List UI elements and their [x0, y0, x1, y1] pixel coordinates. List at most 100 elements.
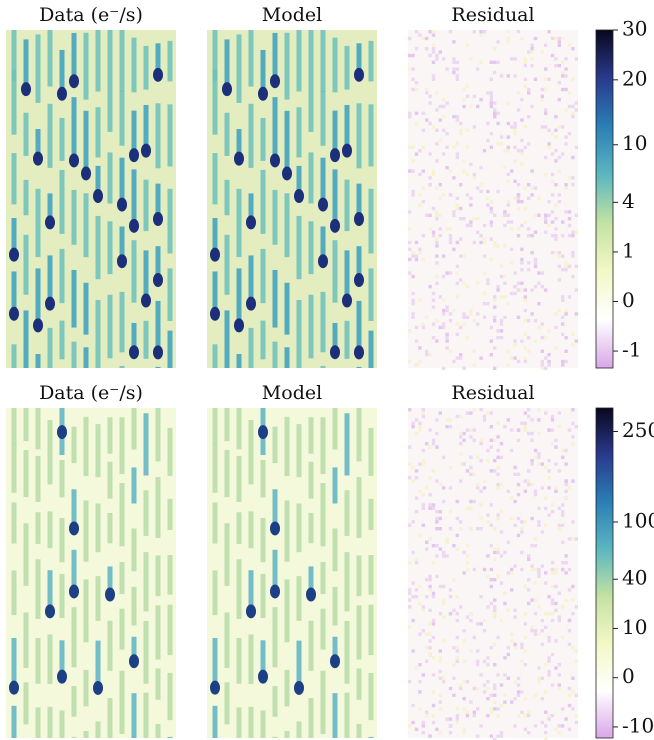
- streak: [47, 103, 53, 168]
- noise-pixel: [557, 169, 561, 173]
- noise-pixel: [482, 629, 487, 633]
- noise-pixel: [489, 601, 493, 606]
- streak: [356, 366, 362, 368]
- noise-pixel: [438, 482, 442, 487]
- noise-pixel: [465, 544, 470, 548]
- noise-pixel: [493, 547, 497, 551]
- noise-pixel: [557, 673, 561, 677]
- star-core: [129, 345, 139, 360]
- noise-pixel: [465, 84, 470, 88]
- noise-pixel: [408, 605, 412, 609]
- noise-pixel: [425, 118, 429, 122]
- noise-pixel: [455, 240, 459, 245]
- noise-pixel: [520, 247, 524, 251]
- noise-pixel: [510, 571, 514, 575]
- noise-pixel: [411, 302, 415, 306]
- noise-pixel: [561, 635, 565, 640]
- noise-pixel: [482, 683, 487, 687]
- streak: [47, 327, 53, 368]
- noise-pixel: [516, 472, 521, 476]
- noise-pixel: [469, 57, 473, 61]
- noise-pixel: [425, 540, 429, 544]
- noise-pixel: [493, 47, 497, 51]
- noise-pixel: [550, 53, 555, 58]
- noise-pixel: [431, 305, 436, 309]
- noise-pixel: [476, 686, 480, 691]
- noise-pixel: [540, 359, 544, 364]
- noise-pixel: [431, 47, 436, 51]
- noise-pixel: [442, 322, 446, 326]
- streak: [59, 459, 65, 498]
- noise-pixel: [455, 356, 459, 360]
- streak: [212, 218, 218, 261]
- noise-pixel: [435, 237, 439, 241]
- noise-pixel: [530, 598, 534, 602]
- noise-pixel: [499, 455, 504, 459]
- noise-pixel: [442, 584, 446, 589]
- streak: [332, 586, 338, 626]
- noise-pixel: [438, 547, 442, 551]
- noise-pixel: [499, 295, 504, 299]
- noise-pixel: [486, 278, 490, 282]
- noise-pixel: [462, 322, 466, 326]
- noise-pixel: [428, 285, 432, 289]
- streak: [107, 620, 113, 671]
- noise-pixel: [544, 612, 548, 616]
- streak: [368, 330, 374, 368]
- noise-pixel: [408, 462, 412, 466]
- noise-pixel: [496, 60, 500, 64]
- noise-pixel: [462, 462, 466, 466]
- noise-pixel: [499, 554, 504, 558]
- noise-pixel: [462, 659, 466, 663]
- streak: [119, 226, 125, 268]
- noise-pixel: [489, 325, 493, 330]
- noise-pixel: [428, 734, 432, 738]
- noise-pixel: [496, 482, 500, 487]
- streak: [296, 640, 302, 694]
- star-core: [270, 74, 280, 89]
- noise-pixel: [530, 64, 534, 68]
- star-core: [9, 306, 19, 321]
- noise-pixel: [455, 60, 459, 64]
- streak: [35, 707, 41, 738]
- star-core: [258, 86, 268, 101]
- noise-pixel: [408, 588, 412, 592]
- noise-pixel: [486, 513, 490, 517]
- streak: [11, 443, 17, 493]
- noise-pixel: [554, 149, 558, 153]
- noise-pixel: [421, 186, 425, 190]
- noise-pixel: [527, 234, 531, 238]
- streak: [155, 246, 161, 287]
- noise-pixel: [455, 714, 459, 718]
- noise-pixel: [411, 193, 415, 197]
- streak: [224, 450, 230, 498]
- noise-pixel: [479, 442, 483, 446]
- noise-pixel: [564, 108, 568, 112]
- noise-pixel: [472, 428, 476, 432]
- noise-pixel: [479, 189, 483, 194]
- streak: [167, 555, 173, 595]
- noise-pixel: [479, 98, 483, 102]
- noise-pixel: [428, 493, 432, 497]
- noise-pixel: [425, 213, 429, 217]
- noise-pixel: [547, 717, 551, 721]
- noise-pixel: [530, 567, 534, 572]
- noise-pixel: [411, 298, 415, 302]
- noise-pixel: [435, 479, 439, 483]
- noise-pixel: [418, 149, 422, 153]
- noise-pixel: [574, 693, 578, 697]
- noise-pixel: [540, 530, 544, 534]
- streak: [356, 408, 362, 462]
- streak: [23, 450, 29, 498]
- noise-pixel: [554, 567, 558, 572]
- noise-pixel: [445, 67, 449, 71]
- noise-pixel: [561, 74, 565, 78]
- streak: [11, 30, 17, 81]
- noise-pixel: [561, 707, 565, 711]
- noise-pixel: [448, 319, 453, 323]
- streak: [368, 555, 374, 595]
- noise-pixel: [513, 271, 517, 275]
- noise-pixel: [455, 281, 459, 285]
- streak: [155, 43, 161, 81]
- noise-pixel: [547, 656, 551, 660]
